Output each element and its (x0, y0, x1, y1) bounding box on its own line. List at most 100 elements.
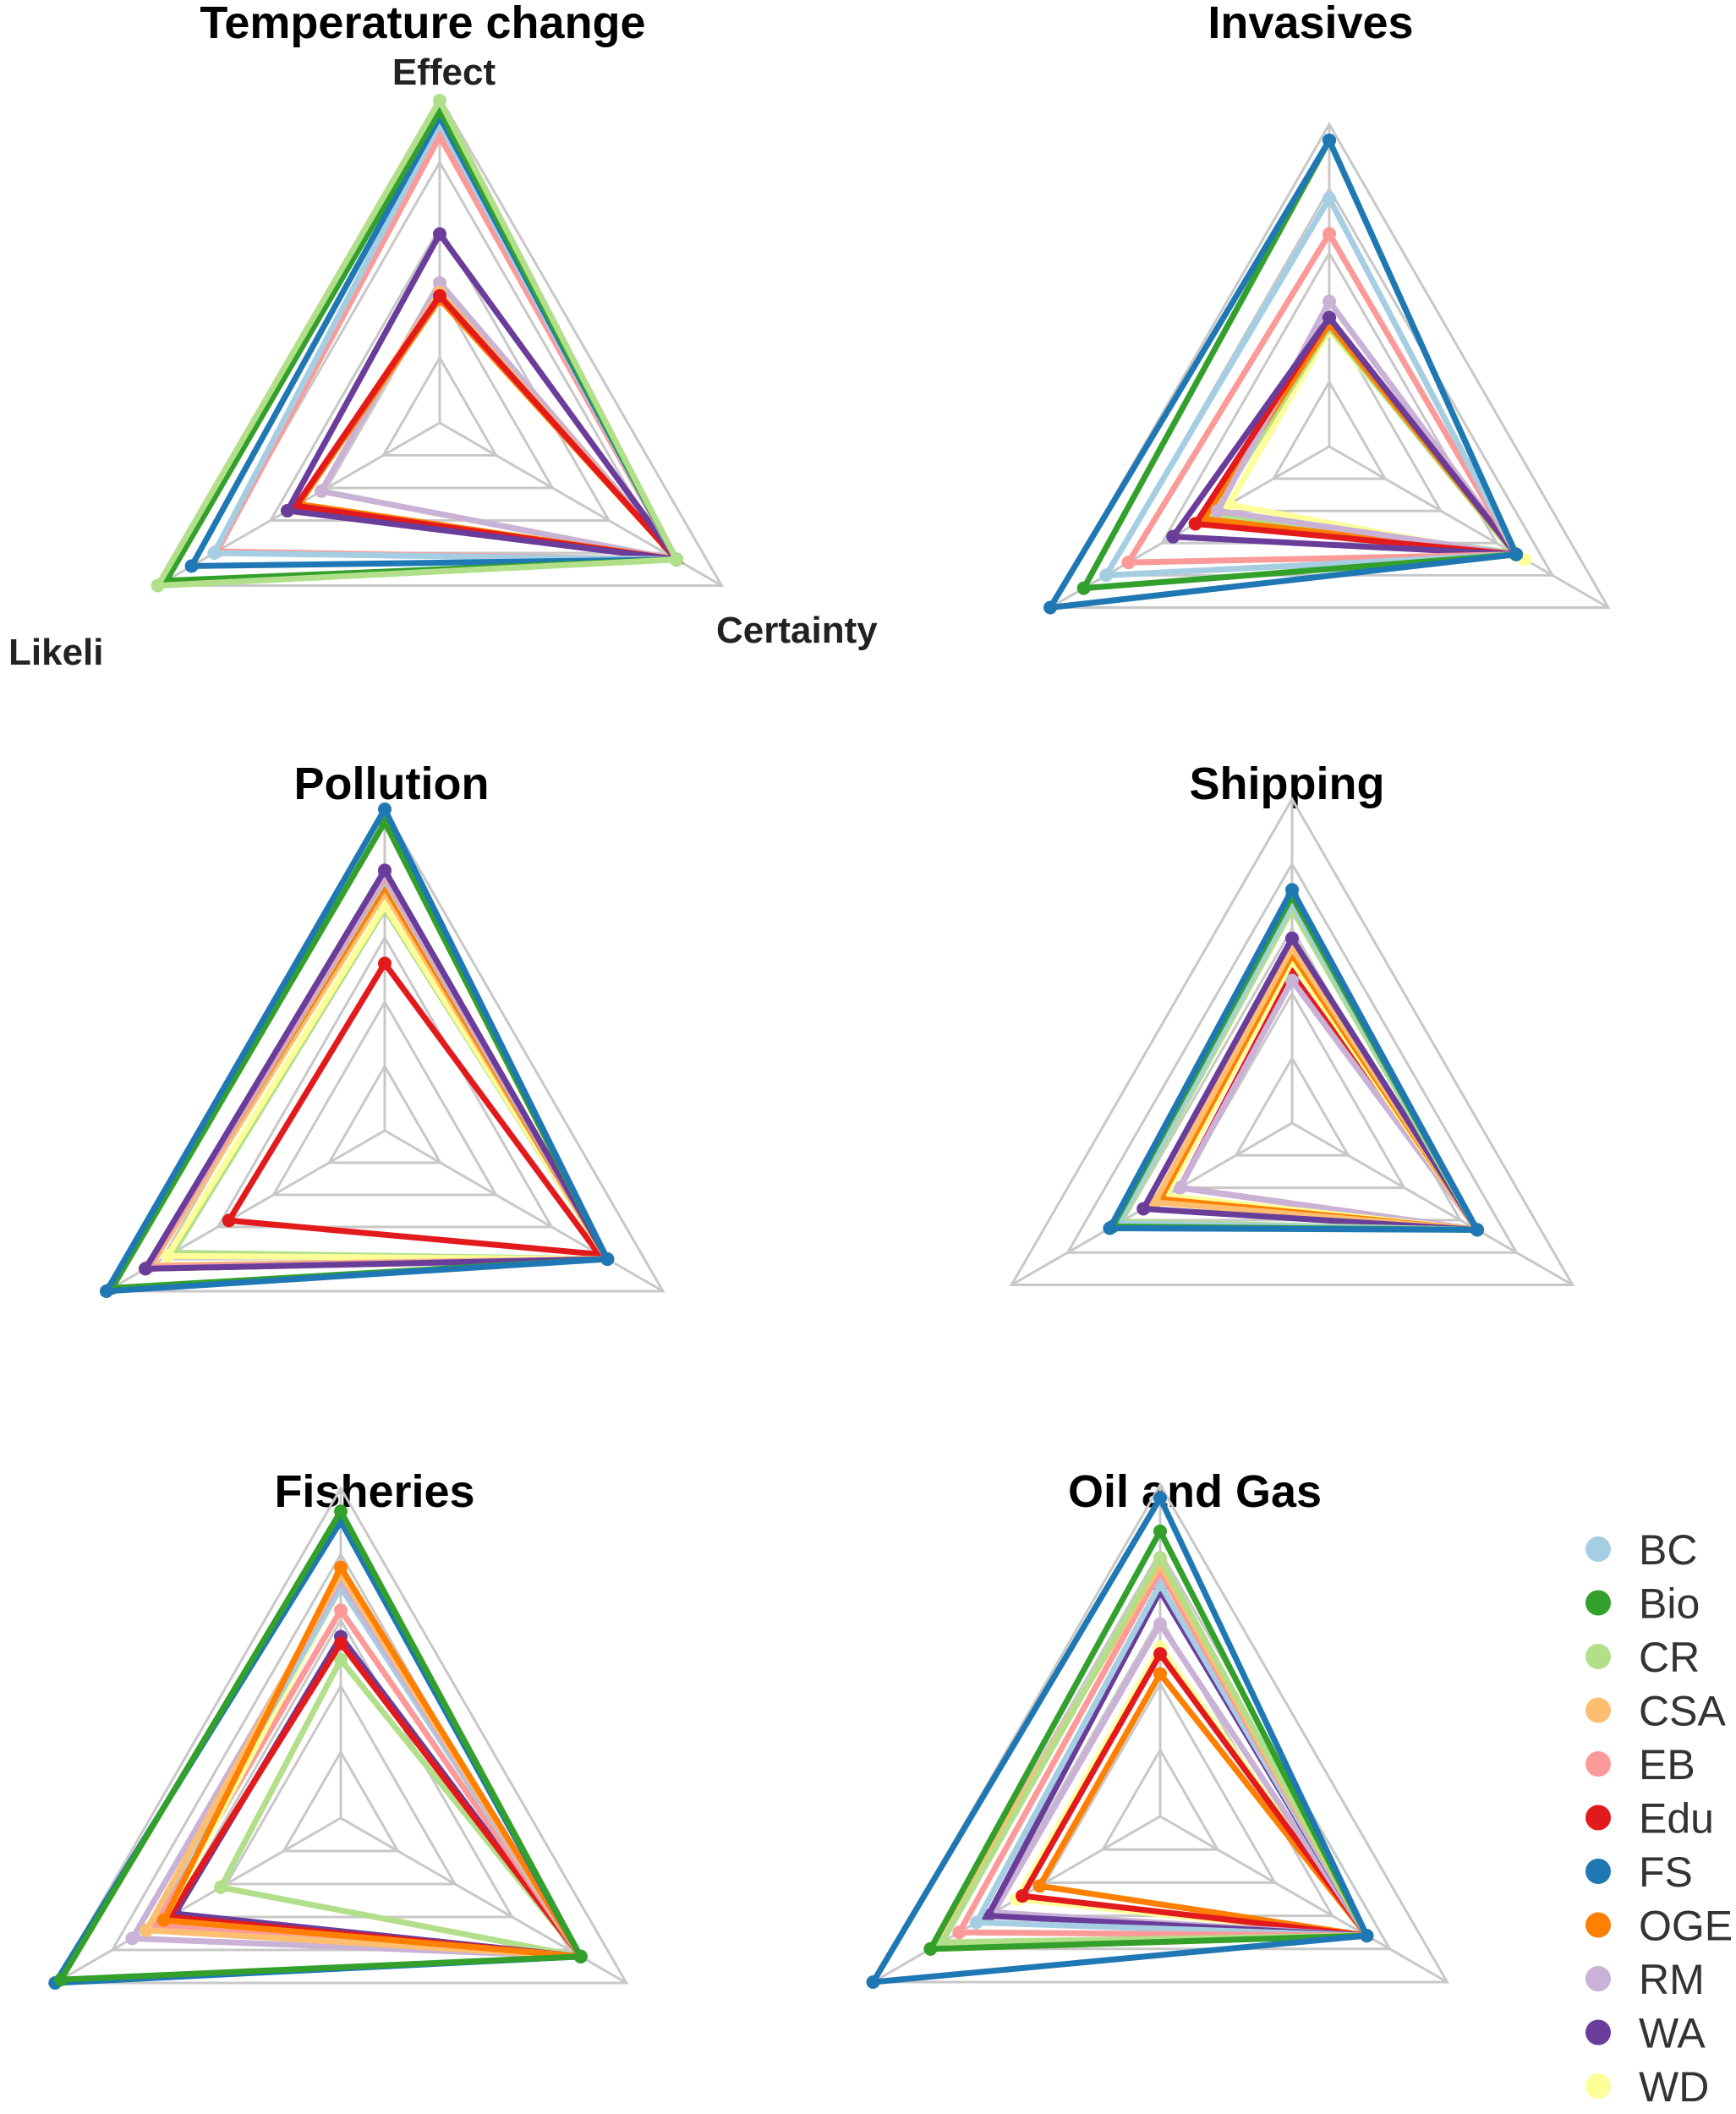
data-point (969, 1915, 983, 1930)
legend-swatch (1585, 1644, 1611, 1669)
axis-spoke-certainty (384, 1129, 664, 1293)
series-eb (1121, 227, 1524, 570)
data-point (378, 802, 392, 816)
series-line (152, 94, 682, 589)
data-point (334, 1560, 348, 1575)
series-fs (1103, 883, 1484, 1237)
axis-label-effect: Effect (392, 52, 496, 93)
data-point (433, 276, 446, 290)
grid-ring (281, 1750, 401, 1853)
series-bc (140, 1580, 588, 1963)
series-line (140, 868, 613, 1273)
panel-title: Fisheries (274, 1466, 474, 1517)
data-point (1153, 1667, 1167, 1681)
axis-label-certainty: Certainty (716, 610, 878, 651)
data-point (156, 1913, 171, 1927)
data-point (1285, 931, 1299, 945)
legend-item-fs: FS (1585, 1848, 1693, 1896)
legend-swatch (1585, 1697, 1611, 1723)
data-point (222, 1213, 236, 1228)
data-point (952, 1925, 967, 1940)
data-point (1211, 504, 1225, 518)
grid-ring (1065, 861, 1519, 1254)
data-point (1043, 600, 1058, 615)
data-point (314, 484, 328, 498)
series-line (925, 1525, 1372, 1952)
series-fs (1043, 134, 1524, 615)
data-point (54, 1973, 68, 1987)
legend-item-edu: Edu (1585, 1795, 1714, 1843)
data-point (1032, 1879, 1047, 1893)
data-point (184, 559, 199, 573)
data-point (280, 503, 294, 518)
grid-ring (1048, 122, 1611, 609)
series-eb (148, 1603, 588, 1963)
legend-swatch (1585, 1859, 1611, 1884)
axis-spoke-certainty (1328, 445, 1609, 609)
series-line (162, 900, 613, 1262)
legend-label: Edu (1639, 1795, 1714, 1843)
legend-label: RM (1639, 1956, 1705, 2003)
series-line (282, 228, 683, 564)
legend-swatch (1585, 1751, 1611, 1777)
data-point (433, 288, 446, 303)
series-fs (99, 802, 615, 1298)
data-point (138, 1262, 152, 1276)
data-point (573, 1949, 588, 1963)
legend-label: WD (1639, 2063, 1709, 2111)
data-point (378, 956, 392, 971)
legend-item-csa: CSA (1585, 1688, 1726, 1735)
series-line (141, 1568, 587, 1960)
series-line (142, 870, 613, 1271)
radar-panel-pollution: Pollution (99, 759, 665, 1298)
series-line (140, 880, 613, 1273)
legend-item-wd: WD (1585, 2063, 1709, 2111)
grid-ring (1100, 1747, 1220, 1851)
data-point (1470, 1223, 1484, 1237)
grid-ring (215, 935, 555, 1229)
grid-ring (326, 1064, 443, 1164)
radar-panel-shipping: Shipping (1009, 759, 1575, 1286)
panel-title: Invasives (1208, 0, 1413, 48)
series-line (1123, 227, 1522, 566)
series-line (223, 958, 605, 1258)
series-line (55, 1505, 586, 1983)
legend-swatch (1585, 1966, 1611, 1991)
series-line (1044, 134, 1521, 611)
series-line (868, 1492, 1372, 1986)
series-line (216, 1654, 589, 1962)
grid-ring (268, 225, 611, 522)
legend-label: EB (1639, 1741, 1695, 1788)
data-point (161, 1249, 175, 1263)
data-point (1323, 134, 1336, 148)
data-point (334, 1504, 348, 1519)
data-point (125, 1931, 140, 1946)
series-oge (138, 879, 615, 1276)
legend-label: FS (1639, 1848, 1693, 1896)
legend: BC Bio CR CSA EB Edu FS OGE RM WA WD (1585, 1526, 1733, 2111)
legend-swatch (1585, 1912, 1611, 1938)
data-point (214, 1880, 228, 1894)
legend-label: OGE (1639, 1903, 1733, 1950)
radar-panel-oil-and-gas: Oil and Gas (866, 1466, 1450, 1989)
data-point (1360, 1929, 1374, 1943)
radar-panel-fisheries: Fisheries (48, 1466, 629, 1990)
series-cr (151, 93, 684, 593)
data-point (1323, 294, 1336, 309)
series-fs (866, 1491, 1374, 1989)
data-point (1153, 1551, 1167, 1565)
legend-swatch (1585, 1590, 1611, 1616)
data-point (670, 552, 684, 567)
grid-ring (224, 1684, 457, 1886)
series-line (209, 117, 682, 563)
series-line (1138, 932, 1483, 1234)
legend-item-cr: CR (1585, 1634, 1700, 1681)
data-point (1016, 1889, 1030, 1903)
grid-ring (1009, 797, 1575, 1286)
legend-label: Bio (1639, 1580, 1700, 1628)
data-point (378, 863, 392, 878)
data-point (1285, 973, 1299, 988)
series-fs (184, 110, 684, 573)
